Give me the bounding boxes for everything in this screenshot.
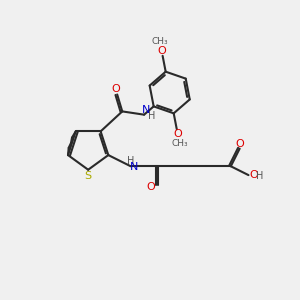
Text: N: N	[142, 105, 151, 115]
Text: O: O	[111, 85, 120, 94]
Text: O: O	[249, 170, 258, 180]
Text: O: O	[157, 46, 166, 56]
Text: O: O	[235, 139, 244, 148]
Text: N: N	[130, 162, 138, 172]
Text: CH₃: CH₃	[152, 37, 168, 46]
Text: O: O	[146, 182, 155, 192]
Text: H: H	[148, 111, 155, 121]
Text: H: H	[127, 156, 134, 166]
Text: O: O	[173, 129, 182, 140]
Text: CH₃: CH₃	[171, 139, 188, 148]
Text: H: H	[256, 171, 263, 181]
Text: S: S	[85, 171, 92, 181]
